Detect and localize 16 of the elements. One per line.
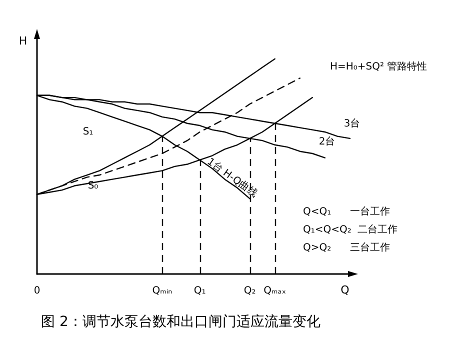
x-tick-label: Qₘᵢₙ (152, 286, 172, 296)
annotation: Q<Q₁ 一台工作 (303, 206, 390, 218)
annotation: 3台 (344, 118, 360, 130)
annotation: S₁ (82, 126, 94, 138)
x-tick-label: Qₘₐₓ (264, 286, 286, 296)
x-axis-title: Q (340, 284, 350, 296)
x-tick-label: Q₂ (244, 286, 256, 296)
annotation: H=H₀+SQ² 管路特性 (330, 60, 428, 72)
annotation: 2台 (318, 136, 336, 148)
x-tick-label: 0 (34, 286, 40, 296)
y-axis-title: H (18, 34, 28, 48)
text: 图 2：调节水泵台数和出口闸门适应流量变化 (41, 314, 320, 330)
annotation: Q>Q₂ 三台工作 (303, 242, 390, 254)
x-tick-label: Q₁ (194, 286, 206, 296)
annotation: S₀ (88, 180, 98, 192)
annotation: Q₁<Q<Q₂ 二台工作 (303, 224, 398, 236)
